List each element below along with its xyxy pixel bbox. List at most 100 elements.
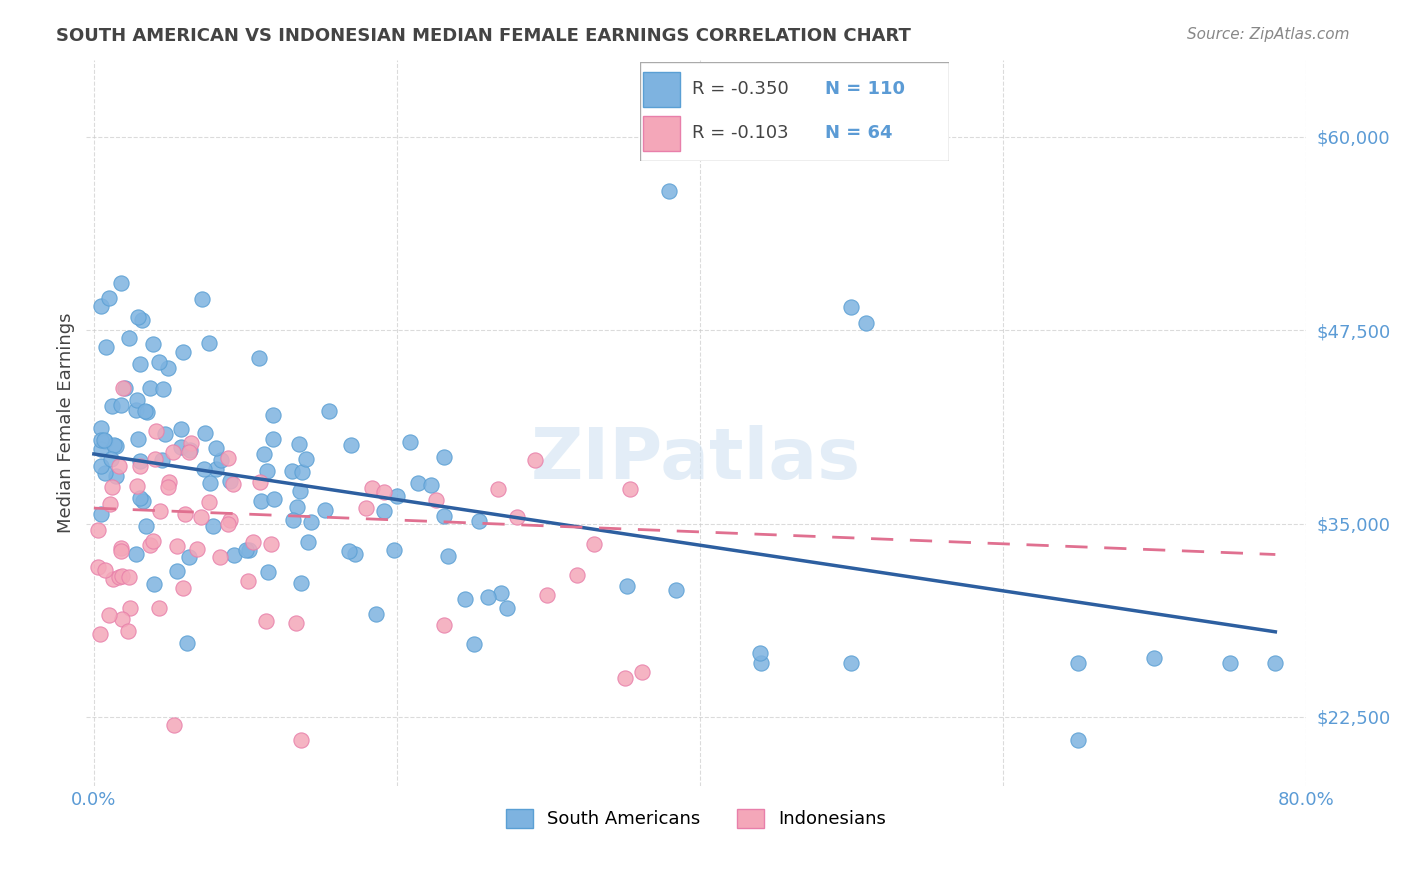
Point (94, 434, 117, 449)
Point (291, 465, 314, 479)
Point (134, 404, 156, 418)
Point (218, 513, 240, 527)
Point (172, 344, 194, 359)
Point (166, 540, 188, 554)
Point (150, 453, 173, 467)
Point (129, 491, 152, 505)
Point (204, 462, 226, 476)
Point (749, 656, 772, 670)
Point (94, 340, 117, 354)
Point (90, 442, 112, 456)
Point (139, 382, 162, 396)
Point (583, 537, 606, 551)
Point (263, 491, 285, 506)
Point (256, 614, 278, 628)
Point (90, 299, 112, 313)
Point (111, 569, 134, 583)
Point (361, 481, 384, 495)
Point (127, 432, 149, 446)
Point (242, 535, 264, 549)
Point (433, 618, 456, 632)
Point (236, 574, 259, 588)
Point (1067, 733, 1090, 747)
Point (87, 524, 110, 538)
Point (114, 381, 136, 395)
Point (839, 300, 862, 314)
Point (217, 516, 239, 531)
Point (839, 656, 862, 670)
Point (222, 548, 245, 562)
Point (157, 475, 180, 489)
Point (262, 433, 284, 447)
Point (128, 459, 150, 474)
Point (153, 427, 176, 442)
Point (128, 454, 150, 468)
Point (631, 665, 654, 680)
Point (318, 403, 340, 417)
Point (145, 424, 167, 438)
Point (104, 438, 127, 452)
Point (425, 493, 447, 508)
Point (290, 576, 312, 591)
Point (177, 550, 200, 565)
Point (290, 733, 312, 747)
Point (238, 542, 260, 557)
Point (120, 600, 142, 615)
Point (339, 438, 361, 452)
Point (97, 291, 120, 305)
Point (477, 590, 499, 604)
Text: N = 64: N = 64 (825, 124, 893, 142)
Point (129, 357, 152, 371)
Point (148, 601, 170, 615)
Point (136, 405, 159, 419)
Point (103, 438, 125, 452)
Point (149, 504, 172, 518)
Point (658, 184, 681, 198)
Point (262, 408, 284, 422)
Point (536, 588, 558, 602)
Point (94, 563, 117, 577)
Point (198, 495, 221, 509)
Point (209, 550, 232, 565)
Point (110, 541, 132, 555)
Point (373, 484, 395, 499)
Point (373, 504, 395, 518)
Point (217, 451, 239, 466)
Point (127, 392, 149, 407)
Legend: South Americans, Indonesians: South Americans, Indonesians (499, 802, 893, 836)
Point (222, 476, 245, 491)
Point (506, 510, 529, 524)
Point (343, 547, 366, 561)
Point (148, 355, 170, 369)
Point (94, 467, 117, 481)
Point (437, 549, 460, 563)
FancyBboxPatch shape (640, 62, 949, 161)
Point (166, 564, 188, 578)
Point (382, 543, 405, 558)
Point (127, 479, 149, 493)
Point (125, 403, 148, 417)
Point (613, 671, 636, 685)
Point (131, 312, 153, 326)
Point (1067, 656, 1090, 670)
Point (118, 331, 141, 345)
Point (200, 476, 222, 491)
Point (202, 519, 225, 533)
Point (131, 494, 153, 508)
FancyBboxPatch shape (643, 116, 681, 151)
Point (162, 445, 184, 459)
Text: N = 110: N = 110 (825, 80, 905, 98)
Point (105, 469, 128, 483)
Point (156, 480, 179, 494)
Point (433, 450, 456, 465)
Point (314, 503, 336, 517)
Point (665, 582, 688, 597)
Point (110, 398, 132, 412)
Y-axis label: Median Female Earnings: Median Female Earnings (58, 313, 75, 533)
Point (179, 443, 201, 458)
Point (253, 447, 276, 461)
Point (127, 310, 149, 324)
Point (250, 494, 273, 508)
Point (256, 465, 278, 479)
Point (1264, 656, 1286, 670)
